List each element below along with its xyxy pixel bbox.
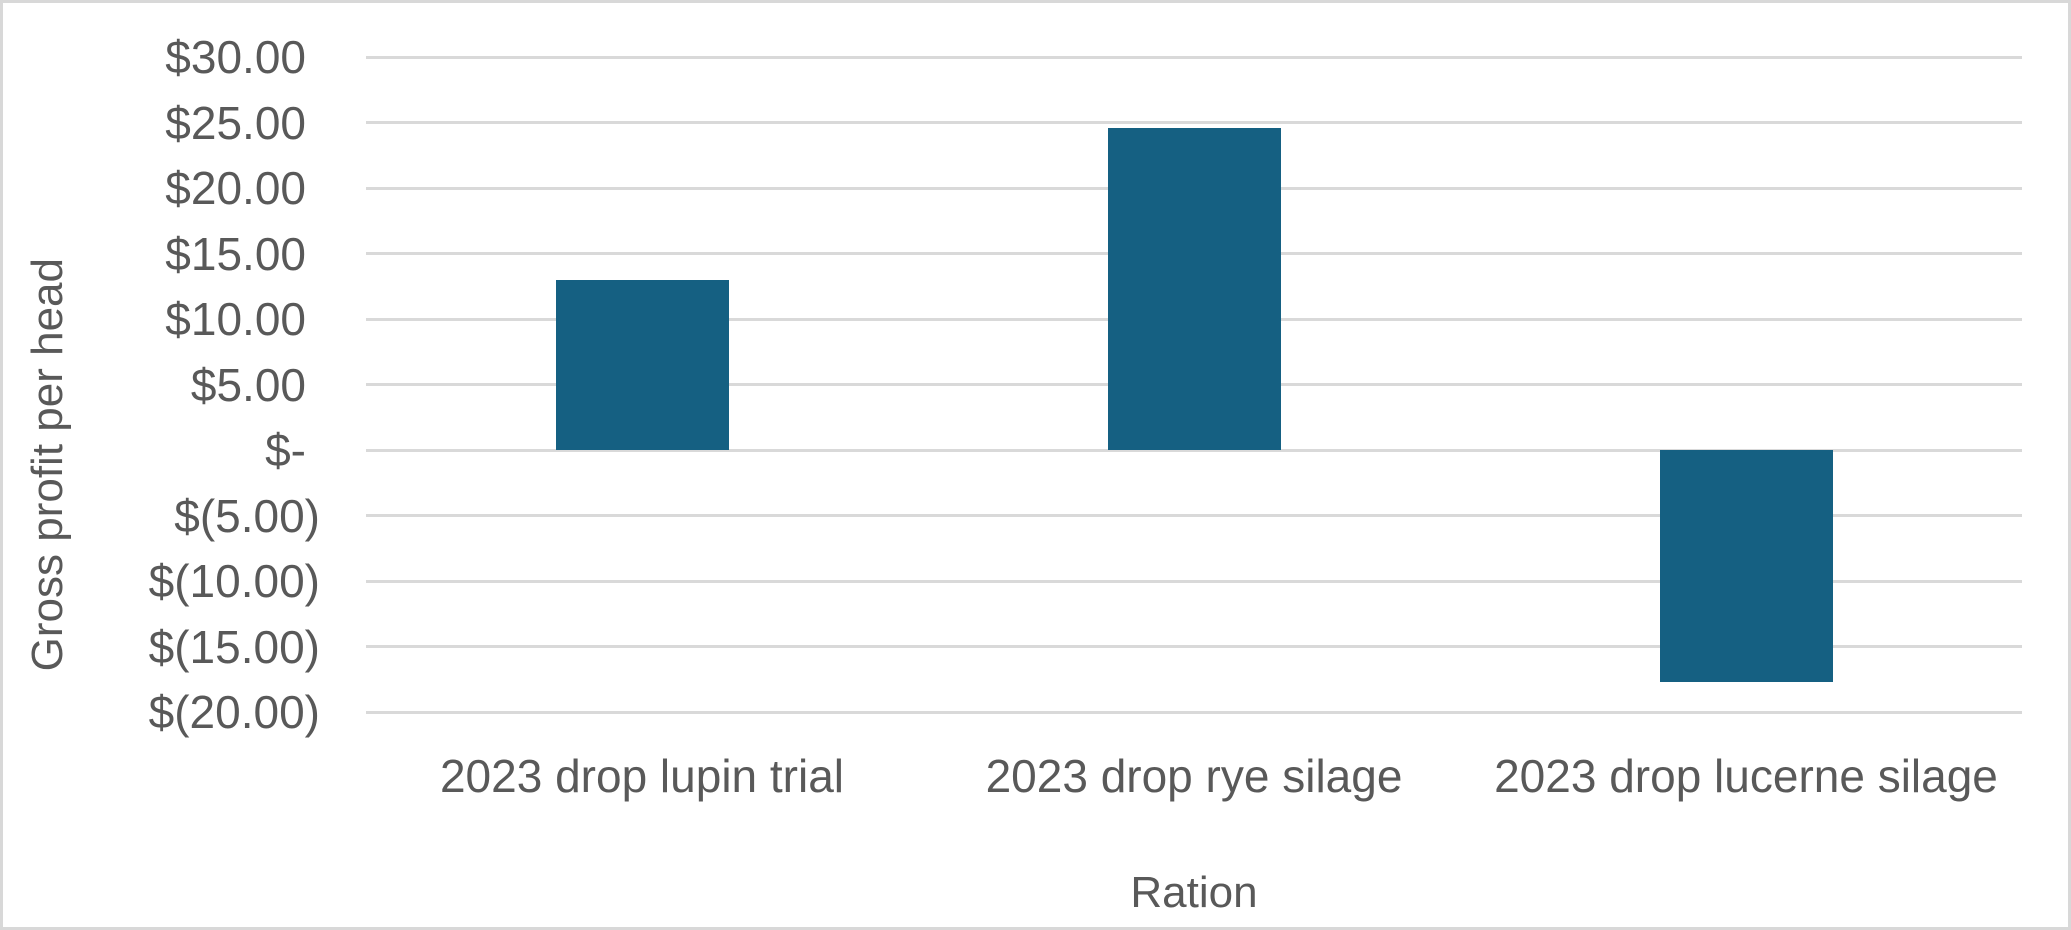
y-tick-label: $20.00 [165, 162, 306, 214]
y-tick-label: $- [265, 424, 306, 476]
gridline [366, 645, 2022, 648]
y-tick-label: $15.00 [165, 227, 306, 280]
x-category-label: 2023 drop lupin trial [439, 750, 845, 802]
bar[interactable] [1659, 450, 1833, 682]
x-axis-title: Ration [1130, 868, 1258, 917]
gridline [366, 579, 2022, 583]
x-category-label: 2023 drop lucerne silage [1494, 750, 1998, 802]
y-tick-label: $(5.00) [174, 489, 320, 542]
gridline [366, 121, 2022, 124]
y-tick-label: $30.00 [165, 31, 306, 83]
gridline [366, 710, 2022, 714]
y-tick-label: $25.00 [165, 96, 306, 149]
gridline [366, 448, 2022, 452]
plot-area [366, 55, 2022, 714]
y-tick-label: $(15.00) [148, 620, 320, 673]
y-tick-label: $5.00 [190, 358, 306, 411]
y-tick-label: $10.00 [165, 293, 306, 345]
gridline [366, 55, 2022, 59]
gridline [366, 514, 2022, 517]
y-tick-label: $(10.00) [148, 555, 320, 607]
bar[interactable] [1107, 127, 1281, 450]
bar[interactable] [555, 279, 729, 450]
y-tick-label: $(20.00) [148, 686, 320, 738]
x-category-label: 2023 drop rye silage [985, 750, 1403, 802]
